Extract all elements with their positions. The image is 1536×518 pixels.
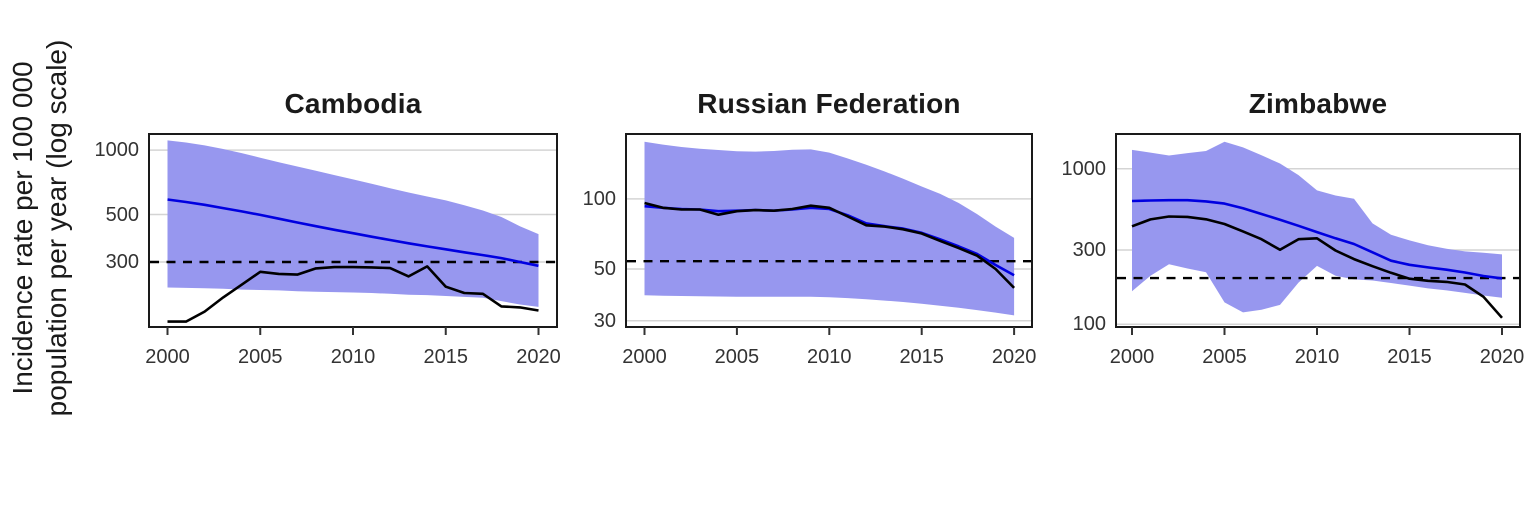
x-tick-label: 2010 — [330, 346, 376, 368]
y-tick-label: 300 — [105, 251, 139, 273]
notifications-line — [1131, 215, 1503, 319]
x-tick-label: 2005 — [1202, 346, 1247, 368]
y-tick-label: 30 — [593, 309, 616, 332]
y-tick-label: 100 — [582, 187, 616, 210]
plot-area — [148, 133, 558, 335]
plot-area — [625, 133, 1033, 335]
x-tick-label: 2005 — [238, 346, 283, 368]
y-tick-label: 1000 — [1061, 157, 1107, 180]
x-tick-label: 2015 — [899, 346, 944, 368]
estimate-line — [167, 198, 539, 268]
x-tick-label: 2000 — [1109, 346, 1155, 368]
y-tick-label: 1000 — [94, 139, 140, 162]
y-tick-label: 50 — [593, 258, 616, 280]
x-tick-label: 2010 — [1294, 346, 1340, 368]
x-tick-label: 2000 — [622, 346, 667, 368]
x-tick-label: 2015 — [423, 346, 469, 368]
x-tick-label: 2020 — [991, 346, 1037, 368]
panel-title: Cambodia — [284, 88, 422, 119]
uncertainty-ribbon — [644, 141, 1015, 316]
x-tick-label: 2005 — [714, 346, 760, 368]
y-tick-label: 300 — [1072, 239, 1106, 261]
uncertainty-ribbon — [167, 140, 539, 307]
y-tick-label: 100 — [1072, 313, 1106, 336]
x-tick-label: 2000 — [145, 346, 190, 368]
panel-title: Russian Federation — [697, 88, 961, 119]
x-tick-label: 2020 — [1479, 346, 1525, 368]
estimate-line — [1131, 198, 1503, 280]
y-tick-label: 500 — [105, 203, 139, 226]
uncertainty-ribbon — [1132, 141, 1502, 313]
notifications-line — [167, 265, 539, 323]
plot-area — [1115, 133, 1521, 335]
notifications-line — [644, 201, 1016, 289]
panel-title: Zimbabwe — [1248, 88, 1388, 119]
x-tick-label: 2010 — [807, 346, 852, 368]
x-tick-label: 2015 — [1387, 346, 1432, 368]
x-tick-label: 2020 — [516, 346, 561, 368]
